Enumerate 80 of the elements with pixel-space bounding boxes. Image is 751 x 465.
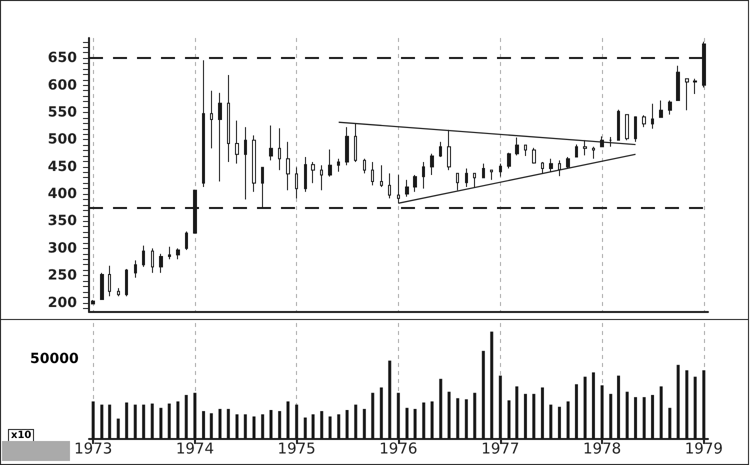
y-tick-label: 500 bbox=[48, 132, 78, 148]
candlestick bbox=[625, 114, 629, 141]
y-tick-label: 250 bbox=[48, 268, 78, 284]
y-tick-label: 200 bbox=[48, 294, 78, 311]
candlestick bbox=[532, 147, 536, 164]
candlestick bbox=[269, 125, 273, 161]
candlestick bbox=[311, 161, 315, 184]
candlestick bbox=[142, 245, 145, 268]
candlestick bbox=[218, 92, 222, 182]
candlestick bbox=[659, 100, 663, 118]
candlestick bbox=[456, 172, 459, 191]
candlestick bbox=[473, 172, 476, 188]
candlestick bbox=[465, 168, 468, 188]
candlestick bbox=[100, 272, 104, 300]
x-tick-label: 1973 bbox=[74, 440, 112, 458]
candlestick bbox=[210, 90, 213, 149]
candlestick bbox=[558, 160, 561, 177]
candlestick bbox=[575, 144, 578, 158]
candlestick bbox=[168, 246, 171, 260]
y-tick-label: 300 bbox=[48, 240, 78, 256]
candlestick bbox=[413, 174, 417, 192]
candlestick bbox=[185, 231, 188, 251]
candlestick bbox=[676, 65, 680, 102]
candlestick bbox=[328, 148, 332, 178]
candlestick bbox=[490, 170, 493, 180]
candlestick bbox=[125, 268, 128, 297]
candlestick bbox=[693, 78, 697, 94]
candlestick bbox=[592, 146, 595, 160]
x-tick-label: 1979 bbox=[684, 440, 723, 458]
candlestick bbox=[295, 166, 298, 199]
candlestick bbox=[159, 253, 163, 274]
y-tick-label: 550 bbox=[48, 104, 78, 120]
candlestick bbox=[430, 153, 434, 176]
candlestick bbox=[108, 265, 111, 297]
candlestick bbox=[371, 161, 374, 186]
candlestick bbox=[507, 152, 511, 169]
candlestick bbox=[499, 163, 502, 178]
candlestick bbox=[439, 141, 442, 158]
candlestick bbox=[345, 126, 349, 166]
candlestick bbox=[320, 164, 323, 191]
candlestick bbox=[566, 156, 570, 169]
candlestick bbox=[151, 248, 154, 274]
text: x10 bbox=[8, 429, 34, 442]
candlestick bbox=[651, 103, 654, 130]
x-tick-label: 1974 bbox=[176, 440, 214, 458]
candlestick bbox=[176, 248, 180, 260]
candlestick bbox=[252, 134, 256, 192]
candlestick bbox=[202, 60, 205, 188]
candlestick bbox=[117, 288, 120, 297]
candlestick bbox=[227, 74, 230, 162]
candlestick bbox=[134, 260, 137, 278]
y-tick-label: 350 bbox=[48, 213, 78, 230]
candlestick bbox=[363, 158, 366, 174]
candlestick bbox=[482, 163, 485, 179]
candlestick bbox=[549, 158, 553, 172]
candlestick bbox=[337, 158, 340, 172]
y-tick-label: 450 bbox=[48, 158, 78, 175]
candlestick bbox=[668, 100, 672, 116]
y-tick-label: 400 bbox=[48, 186, 78, 202]
candlestick bbox=[634, 116, 637, 142]
y-tick-label: 600 bbox=[48, 77, 78, 94]
x-tick-label: 1978 bbox=[583, 440, 622, 458]
candlestick bbox=[278, 128, 281, 171]
candlestick bbox=[524, 144, 527, 156]
text: 50000 bbox=[28, 351, 81, 367]
x-tick-label: 1975 bbox=[278, 440, 316, 458]
candlestick bbox=[235, 120, 239, 164]
x-tick-label: 1977 bbox=[481, 440, 520, 458]
candlestick bbox=[286, 141, 290, 191]
candlestick bbox=[380, 164, 383, 188]
candlestick bbox=[422, 161, 425, 190]
x-tick-label: 1976 bbox=[379, 440, 418, 458]
candlestick bbox=[685, 78, 689, 111]
candlestick bbox=[244, 126, 247, 200]
candlestick bbox=[304, 156, 307, 192]
candlestick bbox=[388, 172, 391, 199]
candlestick bbox=[541, 161, 544, 174]
candlestick bbox=[405, 179, 409, 198]
candlestick bbox=[642, 114, 646, 128]
y-tick-label: 650 bbox=[48, 50, 78, 66]
